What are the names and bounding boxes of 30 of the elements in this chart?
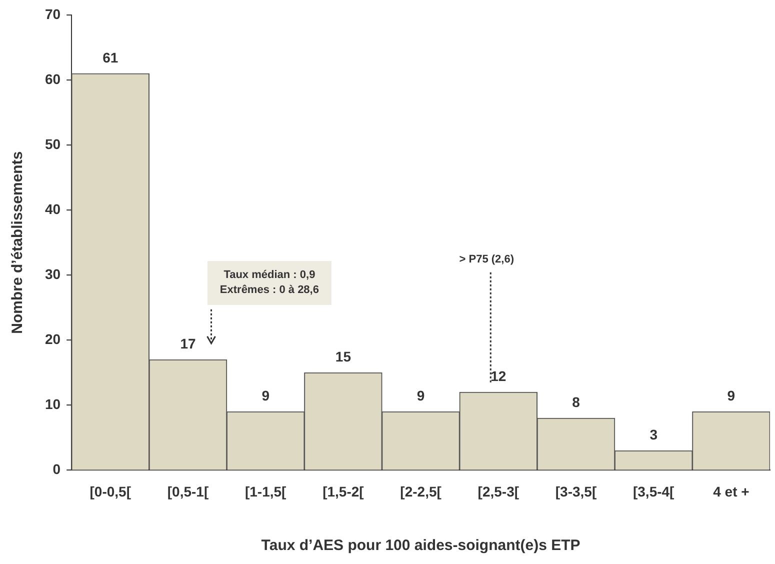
- x-tick-label: [3-3,5[: [555, 483, 597, 500]
- x-tick-label: [2-2,5[: [400, 483, 442, 500]
- annotation: > P75 (2,6): [459, 252, 514, 268]
- x-tick-label: 4 et +: [713, 483, 750, 500]
- data-label: 61: [102, 49, 118, 66]
- x-tick-label: [3,5-4[: [632, 483, 675, 500]
- data-label: 9: [416, 388, 425, 404]
- data-label: 17: [180, 336, 196, 352]
- annotation: Taux médian : 0,9 Extrêmes : 0 à 28,6: [208, 261, 331, 306]
- x-tick-label: [1-1,5[: [244, 483, 287, 500]
- data-label: 12: [490, 368, 506, 384]
- data-label: 15: [335, 348, 352, 365]
- y-tick-label: 20: [44, 331, 61, 347]
- data-label: 9: [262, 388, 270, 404]
- y-tick-label: 30: [44, 266, 61, 282]
- x-axis-title: Taux d’AES pour 100 aides-soignant(e)s ETP: [261, 537, 580, 554]
- y-tick-label: 50: [44, 136, 61, 152]
- y-tick-label: 70: [44, 6, 61, 22]
- x-tick-label: [1,5-2[: [322, 483, 364, 500]
- x-tick-label: [0-0,5[: [90, 483, 132, 500]
- y-tick-label: 60: [44, 70, 61, 87]
- y-tick-label: 40: [44, 200, 61, 217]
- data-label: 3: [650, 426, 658, 443]
- data-label: 8: [572, 394, 580, 410]
- y-tick-label: 10: [44, 396, 61, 412]
- y-axis-title: Nombre d’établissements: [9, 151, 26, 334]
- y-tick-label: 0: [52, 461, 61, 478]
- x-tick-label: [2,5-3[: [478, 483, 520, 500]
- data-label: 9: [727, 388, 736, 404]
- x-tick-label: [0,5-1[: [167, 483, 209, 500]
